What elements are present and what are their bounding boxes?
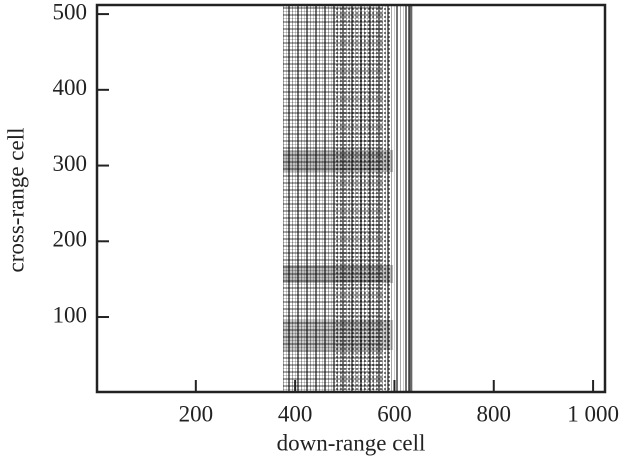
y-tick-label: 100 <box>53 302 88 327</box>
x-tick-label: 1 000 <box>567 401 619 426</box>
image-edge <box>408 5 412 392</box>
y-axis-label: cross-range cell <box>3 128 28 273</box>
x-tick-label: 800 <box>477 401 512 426</box>
x-tick-label: 200 <box>179 401 214 426</box>
image-texture <box>283 5 413 392</box>
x-tick-label: 400 <box>278 401 313 426</box>
y-tick-label: 400 <box>53 75 88 100</box>
y-tick-label: 500 <box>53 0 88 24</box>
image-band <box>283 150 393 172</box>
x-axis-label: down-range cell <box>277 430 426 455</box>
x-tick-label: 600 <box>377 401 412 426</box>
image-band <box>283 320 393 350</box>
y-tick-label: 200 <box>53 227 88 252</box>
y-tick-label: 300 <box>53 151 88 176</box>
plot-frame <box>95 3 607 394</box>
image-speckle <box>335 5 390 392</box>
image-band <box>283 265 393 283</box>
